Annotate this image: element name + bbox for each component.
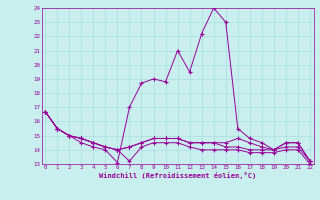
X-axis label: Windchill (Refroidissement éolien,°C): Windchill (Refroidissement éolien,°C) [99,172,256,179]
